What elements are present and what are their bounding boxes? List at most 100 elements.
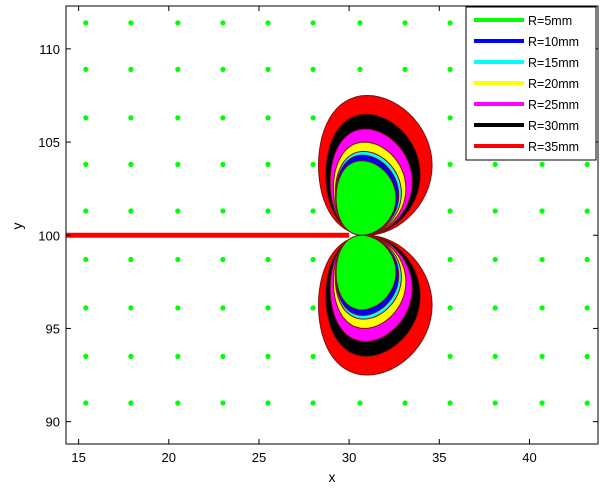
node-point-3-6 <box>220 115 226 121</box>
node-point-10-1 <box>539 353 545 359</box>
node-point-2-5 <box>175 161 181 167</box>
node-point-11-4 <box>584 208 590 214</box>
y-tick-label-90: 90 <box>46 415 60 430</box>
node-point-4-8 <box>265 20 271 26</box>
x-tick-label-25: 25 <box>252 450 266 465</box>
node-point-2-4 <box>175 208 181 214</box>
legend-label-r-25mm: R=25mm <box>528 98 579 112</box>
node-point-8-3 <box>447 256 453 263</box>
node-point-10-3 <box>539 256 545 263</box>
y-axis: 90 95 100 105 110 <box>38 42 598 430</box>
node-point-10-4 <box>539 208 545 214</box>
node-point-8-4 <box>447 208 453 214</box>
node-point-11-1 <box>584 353 590 359</box>
node-point-3-7 <box>220 66 226 72</box>
x-tick-label-20: 20 <box>162 450 176 465</box>
node-point-4-5 <box>265 161 271 167</box>
node-point-1-6 <box>128 115 134 121</box>
node-point-2-0 <box>175 400 181 406</box>
node-point-0-3 <box>83 256 89 263</box>
node-point-1-4 <box>128 208 134 214</box>
node-point-11-3 <box>584 256 590 263</box>
node-point-6-7 <box>357 66 363 72</box>
node-point-7-0 <box>402 400 408 406</box>
node-point-1-2 <box>128 305 134 311</box>
node-point-4-2 <box>265 305 271 311</box>
y-tick-label-105: 105 <box>38 135 60 150</box>
x-tick-label-40: 40 <box>522 450 536 465</box>
node-point-6-0 <box>357 400 363 406</box>
legend-label-r-10mm: R=10mm <box>528 35 579 49</box>
x-axis-label: x <box>329 469 336 485</box>
node-point-5-1 <box>310 353 316 359</box>
node-point-4-6 <box>265 115 271 121</box>
plot-frame <box>65 5 599 445</box>
node-point-2-1 <box>175 353 181 359</box>
node-point-3-1 <box>220 353 226 359</box>
node-point-1-7 <box>128 66 134 72</box>
node-point-1-5 <box>128 161 134 167</box>
node-point-11-2 <box>584 305 590 311</box>
legend-label-r-35mm: R=35mm <box>528 140 579 154</box>
node-point-9-5 <box>492 161 498 167</box>
x-tick-label-15: 15 <box>71 450 85 465</box>
node-point-4-3 <box>265 256 271 263</box>
node-point-5-8 <box>310 20 316 26</box>
node-point-4-4 <box>265 208 271 214</box>
node-point-10-0 <box>539 400 545 406</box>
node-point-0-0 <box>83 400 89 406</box>
node-point-8-8 <box>447 20 453 26</box>
node-point-0-8 <box>83 20 89 26</box>
legend-label-r-30mm: R=30mm <box>528 119 579 133</box>
node-point-8-2 <box>447 305 453 311</box>
x-axis: 15 20 25 30 35 40 <box>71 6 537 465</box>
node-point-11-5 <box>584 161 590 167</box>
node-point-2-7 <box>175 66 181 72</box>
node-point-5-0 <box>310 400 316 406</box>
node-point-7-7 <box>402 66 408 72</box>
node-point-0-6 <box>83 115 89 121</box>
node-point-8-7 <box>447 66 453 72</box>
node-point-5-5 <box>310 161 316 167</box>
node-point-2-2 <box>175 305 181 311</box>
node-point-3-2 <box>220 305 226 311</box>
node-point-2-8 <box>175 20 181 26</box>
y-tick-label-110: 110 <box>39 42 60 57</box>
node-point-10-5 <box>539 161 545 167</box>
node-point-8-0 <box>447 400 453 406</box>
node-point-8-5 <box>447 161 453 167</box>
node-point-9-3 <box>492 256 498 263</box>
x-tick-label-35: 35 <box>432 450 446 465</box>
node-point-8-1 <box>447 353 453 359</box>
node-point-0-1 <box>83 353 89 359</box>
node-point-5-4 <box>310 208 316 214</box>
x-tick-label-30: 30 <box>342 450 356 465</box>
node-point-11-0 <box>584 400 590 406</box>
node-point-3-8 <box>220 20 226 26</box>
zone-r-5mm <box>335 160 397 311</box>
node-point-1-8 <box>128 20 134 26</box>
legend: R=5mm R=10mm R=15mm R=20mm R=25mm R=30mm R=35m… <box>465 6 597 161</box>
node-point-5-2 <box>310 305 316 311</box>
node-point-5-6 <box>310 115 316 121</box>
node-point-7-8 <box>402 20 408 26</box>
node-point-2-6 <box>175 115 181 121</box>
node-point-0-5 <box>83 161 89 167</box>
legend-label-r-20mm: R=20mm <box>528 77 579 91</box>
node-point-6-8 <box>357 20 363 26</box>
node-point-9-2 <box>492 305 498 311</box>
node-point-0-7 <box>83 66 89 72</box>
node-point-0-2 <box>83 305 89 311</box>
node-point-3-5 <box>220 161 226 167</box>
y-tick-label-100: 100 <box>38 228 60 243</box>
node-point-3-3 <box>220 256 226 263</box>
node-point-5-3 <box>310 256 316 263</box>
node-point-4-0 <box>265 400 271 406</box>
node-point-10-2 <box>539 305 545 311</box>
zones-layer <box>317 94 433 376</box>
node-point-1-3 <box>128 256 134 263</box>
node-point-9-1 <box>492 353 498 359</box>
node-point-0-4 <box>83 208 89 214</box>
node-point-4-7 <box>265 66 271 72</box>
